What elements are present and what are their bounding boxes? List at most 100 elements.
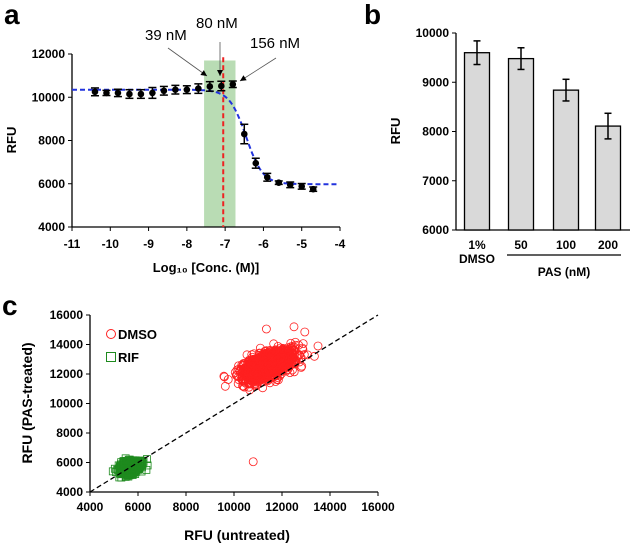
y-tick-label: 6000: [422, 223, 449, 237]
data-point-dmso: [240, 378, 250, 388]
legend-rif-label: RIF: [118, 350, 139, 365]
y-tick-label: 10000: [32, 90, 66, 104]
legend-rif-marker: [106, 352, 116, 362]
y-tick-label: 10000: [50, 397, 84, 411]
data-point-dmso: [257, 363, 267, 372]
x-tick-label: -11: [64, 237, 81, 251]
x-tick-label: 6000: [125, 500, 152, 514]
data-point-dmso: [275, 354, 285, 364]
data-point: [114, 89, 122, 97]
annotation-label: 39 nM: [145, 27, 187, 44]
panel-a-xlabel: Log₁₀ [Conc. (M)]: [153, 260, 260, 275]
legend-dmso-marker: [106, 329, 116, 339]
category-label: 100: [556, 238, 576, 252]
x-tick-label: 4000: [77, 500, 104, 514]
category-label: 200: [598, 238, 618, 252]
data-point: [298, 183, 306, 190]
annotation-label: 156 nM: [250, 35, 300, 52]
panel-a-ylabel: RFU: [4, 127, 19, 154]
data-point-dmso: [303, 350, 312, 360]
panel-b: b RFU DMSO PAS (nM) 6000 7000 8000 9000 1000…: [364, 0, 630, 279]
data-point-dmso: [252, 367, 262, 377]
data-point-dmso: [288, 350, 298, 360]
data-point: [172, 86, 179, 93]
data-point-dmso: [261, 324, 271, 334]
data-point: [275, 179, 283, 186]
data-point: [91, 88, 99, 96]
data-point-rif: [121, 457, 130, 466]
panel-c-label: c: [2, 290, 18, 321]
identity-line: [89, 314, 379, 493]
y-tick-label: 4000: [38, 220, 65, 234]
data-point: [206, 83, 214, 90]
data-point-dmso: [258, 357, 268, 367]
annotation-arrowhead: [217, 70, 223, 76]
data-point-dmso: [275, 371, 285, 381]
data-point-dmso: [290, 337, 300, 347]
data-point: [240, 130, 248, 138]
y-tick-label: 16000: [50, 308, 84, 322]
data-point-dmso: [277, 346, 287, 356]
y-tick-label: 6000: [38, 177, 65, 191]
x-tick-label: 14000: [313, 500, 347, 514]
y-tick-label: 4000: [56, 485, 83, 499]
bar: [463, 52, 491, 231]
x-tick-label: -9: [143, 237, 154, 251]
data-point-dmso: [296, 362, 306, 372]
data-point-dmso: [285, 362, 294, 371]
x-tick-label: -4: [335, 237, 346, 251]
y-tick-label: 8000: [38, 134, 65, 148]
data-point-dmso: [232, 365, 242, 375]
data-point: [218, 82, 225, 90]
legend-dmso-label: DMSO: [118, 327, 157, 342]
panel-b-category-sublabel: DMSO: [459, 252, 495, 266]
data-point-dmso: [234, 361, 243, 371]
y-tick-label: 14000: [50, 338, 84, 352]
data-point-dmso: [258, 383, 268, 393]
data-point-dmso: [258, 366, 268, 376]
data-point-rif: [143, 455, 151, 464]
data-point: [286, 181, 294, 189]
data-point-dmso: [250, 380, 259, 390]
data-point: [149, 89, 156, 97]
panel-b-label: b: [364, 0, 381, 30]
annotation-arrowhead: [200, 70, 207, 76]
y-tick-label: 9000: [422, 75, 449, 89]
data-point: [309, 185, 317, 193]
annotation-arrow-line: [239, 57, 277, 82]
data-point-dmso: [278, 351, 287, 361]
data-point-rif: [134, 458, 143, 466]
y-tick-label: 8000: [422, 125, 449, 139]
panel-c-ylabel: RFU (PAS-treated): [19, 342, 35, 463]
data-point-dmso: [300, 327, 310, 337]
data-point-rif: [108, 467, 117, 476]
y-tick-label: 10000: [416, 26, 450, 40]
bar: [507, 57, 535, 231]
data-point-dmso: [257, 362, 267, 372]
panel-a: a RFU Log₁₀ [Conc. (M)] 4000 6000 8000 1000…: [4, 0, 346, 275]
data-point-dmso: [233, 379, 243, 389]
data-point-dmso: [276, 351, 286, 361]
data-point: [229, 80, 237, 88]
x-tick-label: 12000: [265, 500, 299, 514]
x-tick-label: 16000: [361, 500, 395, 514]
data-point-dmso: [249, 372, 259, 382]
x-tick-label: -10: [102, 237, 120, 251]
x-tick-label: 8000: [173, 500, 200, 514]
data-point: [252, 159, 260, 167]
data-point-dmso: [277, 369, 286, 379]
y-tick-label: 12000: [50, 367, 84, 381]
data-point-dmso: [278, 346, 288, 356]
data-point-dmso: [294, 350, 304, 360]
x-tick-label: 10000: [217, 500, 251, 514]
bar: [552, 89, 580, 231]
data-point-dmso: [313, 341, 323, 351]
data-point-dmso: [289, 322, 299, 332]
data-point-dmso: [232, 370, 241, 380]
data-point-rif: [142, 465, 151, 474]
data-point-dmso: [298, 339, 308, 349]
y-tick-label: 6000: [56, 456, 83, 470]
data-point: [126, 90, 133, 98]
data-point-dmso: [260, 348, 270, 358]
